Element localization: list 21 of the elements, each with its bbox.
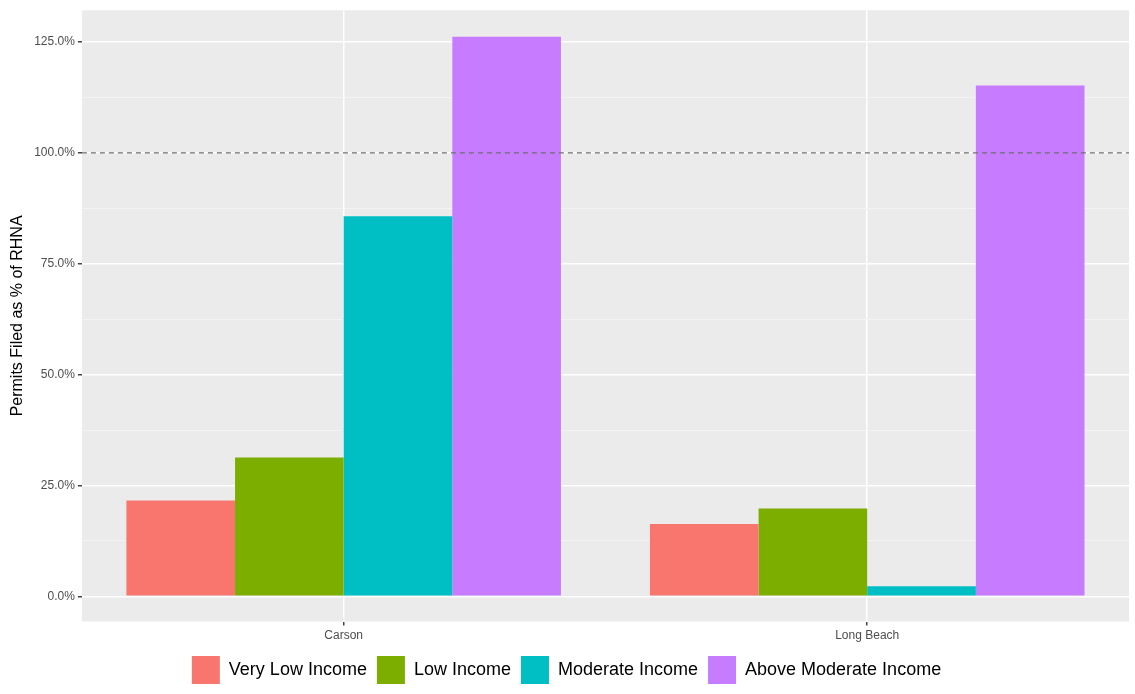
bar: [235, 457, 344, 596]
legend-label: Low Income: [413, 658, 511, 679]
y-tick-label: 50.0%: [40, 366, 76, 381]
bar: [975, 85, 1085, 596]
x-tick-label: Long Beach: [835, 628, 900, 643]
x-tick-label: Carson: [324, 628, 364, 643]
y-tick-label: 75.0%: [40, 256, 76, 271]
legend-label: Very Low Income: [228, 658, 367, 679]
y-tick-label: 0.0%: [47, 588, 76, 603]
legend-label: Above Moderate Income: [745, 658, 942, 679]
legend-label: Moderate Income: [557, 658, 699, 679]
bar: [867, 586, 976, 596]
bar: [126, 500, 236, 596]
bar: [452, 36, 561, 596]
y-axis-title: Permits Filed as % of RHNA: [8, 215, 26, 417]
y-tick-label: 125.0%: [34, 34, 76, 49]
bar: [649, 524, 759, 596]
y-tick-label: 100.0%: [34, 145, 76, 160]
bar: [758, 508, 868, 596]
y-tick-label: 25.0%: [40, 477, 76, 492]
bar: [343, 216, 453, 596]
